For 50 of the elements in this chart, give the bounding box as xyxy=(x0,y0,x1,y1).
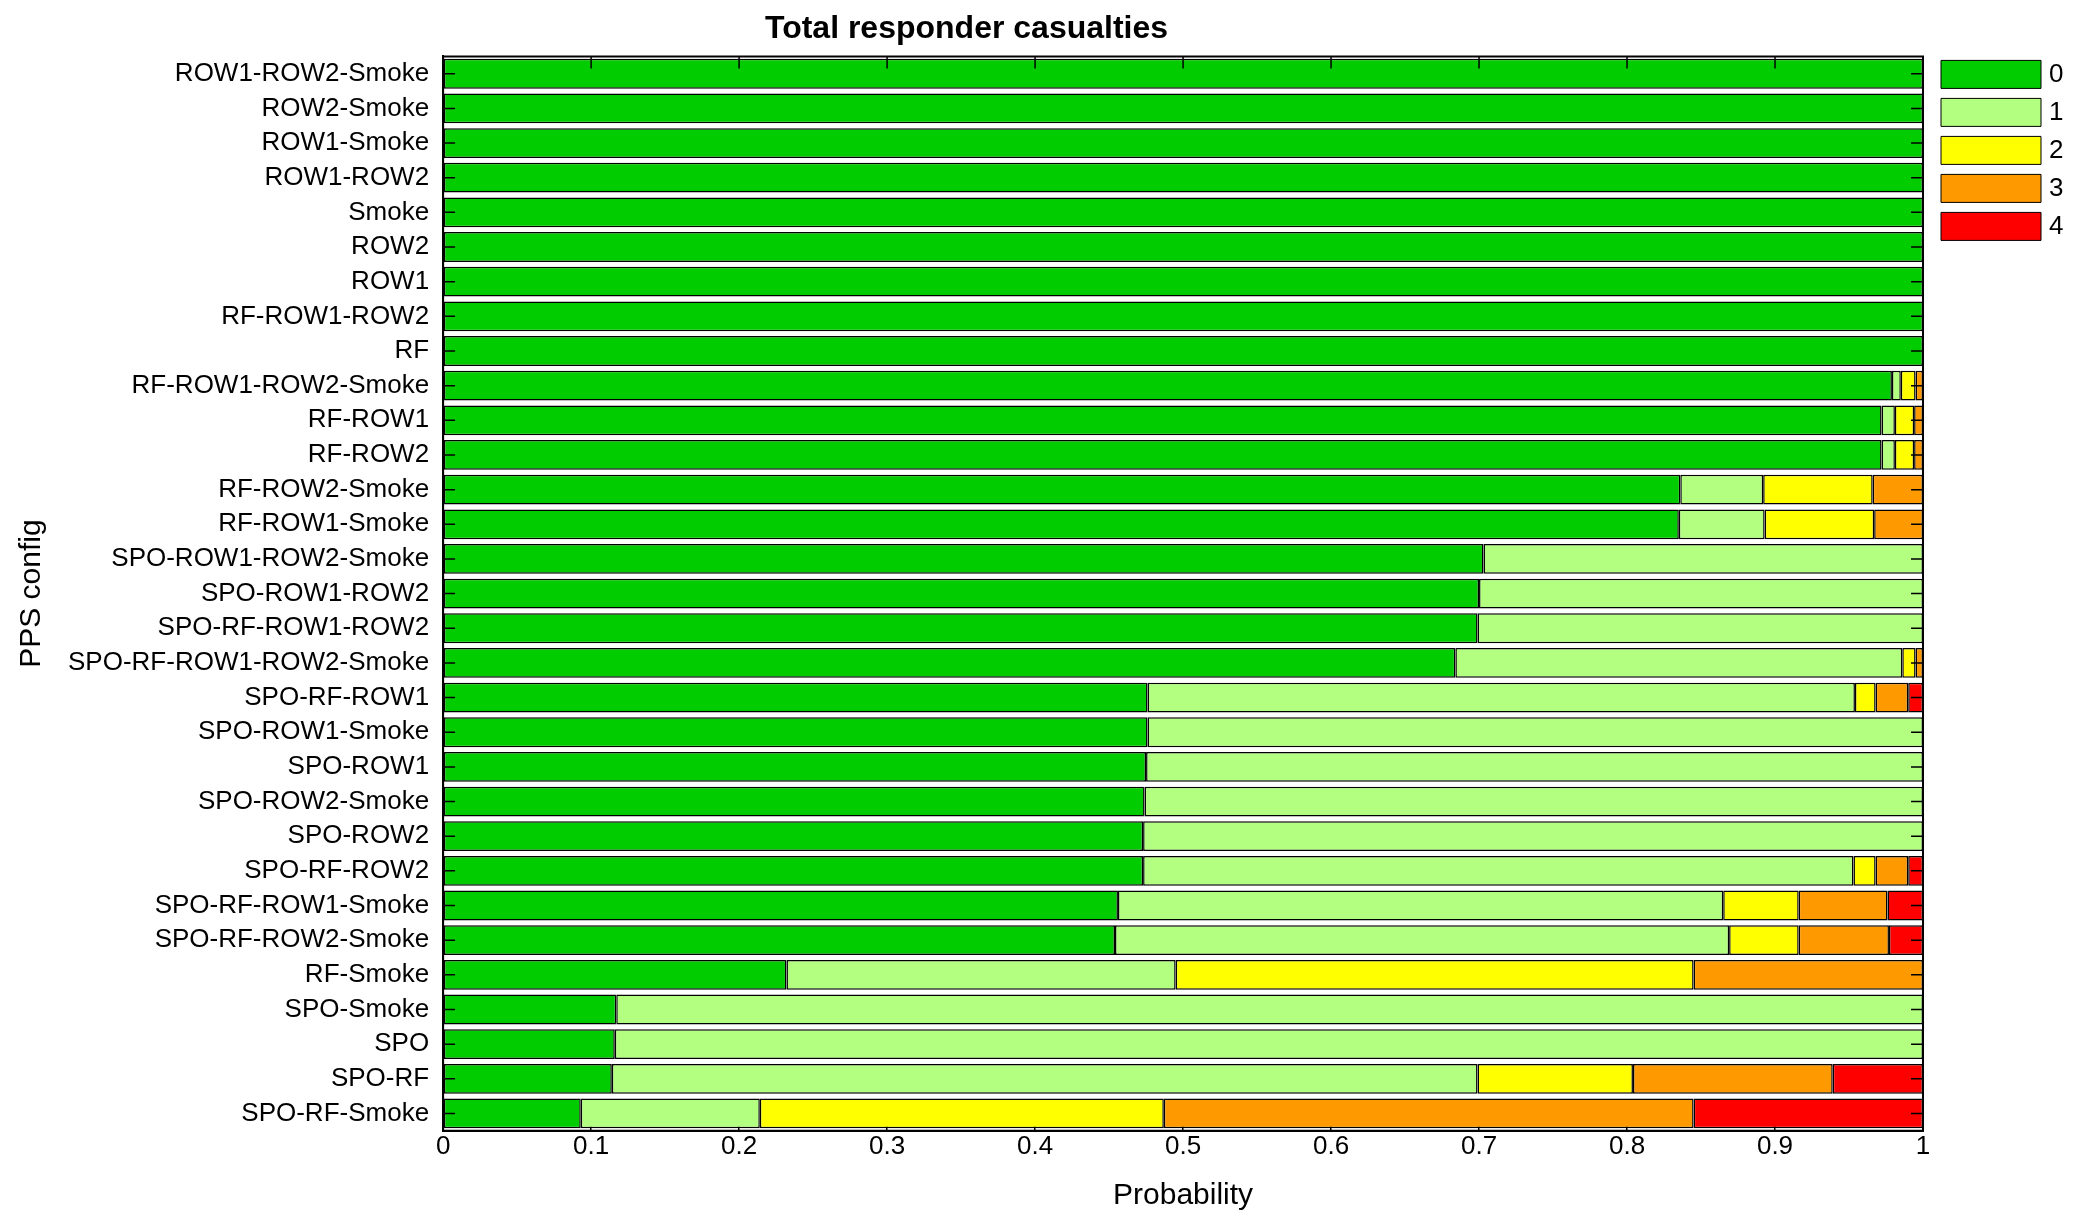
legend-label: 2 xyxy=(2049,133,2064,164)
legend-label: 4 xyxy=(2049,209,2064,240)
x-tick-label: 0.8 xyxy=(1608,1129,1646,1160)
y-tick-label: SPO-RF xyxy=(330,1061,430,1092)
y-tick-label: ROW1 xyxy=(351,264,430,295)
x-tick-label: 0.1 xyxy=(573,1129,610,1160)
y-tick-label: ROW2 xyxy=(351,230,430,261)
y-tick-label: SPO-ROW2 xyxy=(287,819,430,850)
y-tick-label: SPO-RF-ROW1-ROW2 xyxy=(157,611,430,642)
y-tick-label: SPO-ROW2-Smoke xyxy=(197,784,430,815)
y-tick-label: ROW1-ROW2-Smoke xyxy=(174,56,430,87)
y-tick-label: SPO-RF-ROW1-Smoke xyxy=(154,888,430,919)
y-tick-label: SPO xyxy=(374,1027,430,1058)
x-tick-label: 1 xyxy=(1915,1129,1931,1160)
y-tick-label: RF xyxy=(394,334,430,365)
y-tick-label: RF-ROW2-Smoke xyxy=(218,472,430,503)
legend-label: 0 xyxy=(2049,57,2064,88)
x-axis-title: Probability xyxy=(1113,1177,1254,1211)
legend-label: 1 xyxy=(2049,95,2064,126)
y-tick-label: ROW1-ROW2 xyxy=(264,160,430,191)
y-tick-label: SPO-RF-Smoke xyxy=(241,1096,430,1127)
x-tick-label: 0.6 xyxy=(1312,1129,1350,1160)
x-tick-label: 0.4 xyxy=(1016,1129,1054,1160)
chart-title: Total responder casualties xyxy=(764,9,1169,46)
y-tick-label: SPO-RF-ROW1-ROW2-Smoke xyxy=(67,646,430,677)
y-tick-label: RF-ROW1-ROW2-Smoke xyxy=(131,368,430,399)
y-tick-label: RF-ROW1 xyxy=(307,403,430,434)
y-axis-title: PPS config xyxy=(13,519,47,668)
y-tick-label: RF-ROW1-ROW2 xyxy=(221,299,430,330)
x-tick-label: 0.7 xyxy=(1460,1129,1498,1160)
y-tick-label: RF-ROW1-Smoke xyxy=(218,507,430,538)
y-tick-label: SPO-ROW1 xyxy=(287,750,430,781)
x-tick-label: 0.9 xyxy=(1756,1129,1794,1160)
y-tick-label: SPO-RF-ROW2-Smoke xyxy=(154,923,430,954)
y-tick-label: SPO-RF-ROW1 xyxy=(244,680,430,711)
x-tick-label: 0.3 xyxy=(869,1129,906,1160)
y-tick-label: SPO-ROW1-ROW2-Smoke xyxy=(111,542,430,573)
x-tick-label: 0.5 xyxy=(1164,1129,1202,1160)
y-tick-label: RF-Smoke xyxy=(304,958,430,989)
y-tick-label: ROW2-Smoke xyxy=(261,91,430,122)
y-tick-label: SPO-Smoke xyxy=(284,992,430,1023)
y-tick-label: RF-ROW2 xyxy=(307,438,430,469)
y-tick-label: Smoke xyxy=(348,195,430,226)
x-tick-label: 0 xyxy=(435,1129,451,1160)
y-tick-label: SPO-ROW1-Smoke xyxy=(197,715,430,746)
y-tick-label: ROW1-Smoke xyxy=(261,126,430,157)
x-tick-label: 0.2 xyxy=(721,1129,758,1160)
legend-label: 3 xyxy=(2049,171,2064,202)
y-tick-label: SPO-ROW1-ROW2 xyxy=(200,576,430,607)
y-tick-label: SPO-RF-ROW2 xyxy=(244,854,430,885)
